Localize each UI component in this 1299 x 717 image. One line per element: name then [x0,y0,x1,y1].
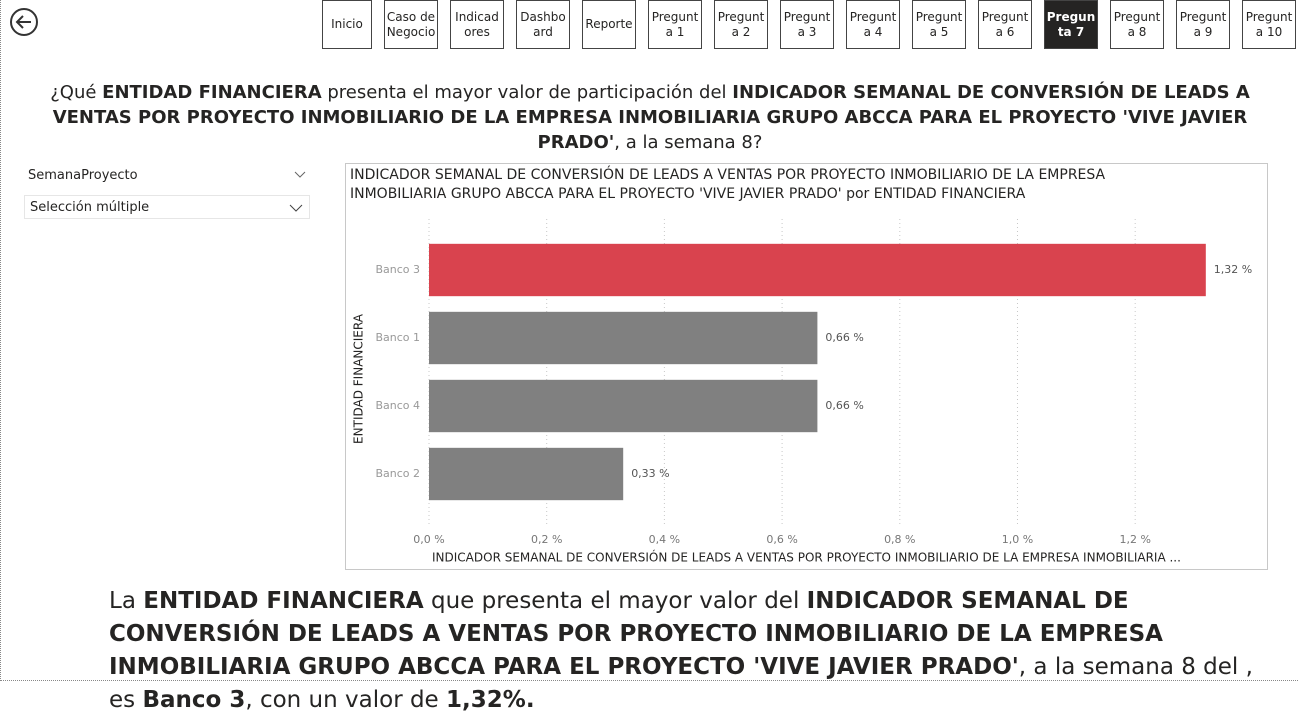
y-axis-title: ENTIDAD FINANCIERA [352,313,366,444]
data-label: 0,66 % [825,331,863,344]
slicer-dropdown[interactable]: Selección múltiple [24,195,310,219]
nav-button[interactable]: Reporte [582,0,636,49]
text-segment: presenta el mayor valor de participación… [321,82,733,103]
nav-button[interactable]: Pregunta 5 [912,0,966,49]
chart-title: INDICADOR SEMANAL DE CONVERSIÓN DE LEADS… [350,167,1106,202]
text-segment: INDICADOR SEMANAL DE CONVERSIÓN DE LEADS… [52,82,1250,153]
nav-button[interactable]: Pregunta 3 [780,0,834,49]
x-tick-label: 0,6 % [766,533,797,546]
nav-button[interactable]: Caso de Negocio [384,0,438,49]
nav-button[interactable]: Pregunta 7 [1044,0,1098,49]
slicer-collapse[interactable] [294,170,306,180]
nav-button[interactable]: Inicio [322,0,372,49]
nav-button[interactable]: Pregunta 8 [1110,0,1164,49]
x-tick-label: 0,4 % [649,533,680,546]
x-tick-label: 1,0 % [1002,533,1033,546]
answer: La ENTIDAD FINANCIERA que presenta el ma… [109,585,1269,717]
nav-button[interactable]: Pregunta 1 [648,0,702,49]
text-segment: 1,32%. [446,687,535,713]
nav-button[interactable]: Pregunta 6 [978,0,1032,49]
data-label: 0,33 % [631,467,669,480]
x-tick-label: 0,2 % [531,533,562,546]
bar [429,311,818,365]
x-tick-label: 0,8 % [884,533,915,546]
nav-button[interactable]: Dashboard [516,0,570,49]
slicer-title: SemanaProyecto [28,168,138,183]
slicer-value: Selección múltiple [30,200,150,215]
x-axis-title: INDICADOR SEMANAL DE CONVERSIÓN DE LEADS… [432,550,1181,565]
nav-button[interactable]: Pregunta 2 [714,0,768,49]
chart: 0,0 % 0,2 % 0,4 % 0,6 % 0,8 % 1,0 % 1,2 % INDIC… [352,219,1252,565]
text-segment: , a la semana 8? [614,132,763,153]
text-segment: ¿Qué [50,82,103,103]
back-button[interactable] [9,7,39,37]
nav-button[interactable]: Indicadores [450,0,504,49]
text-segment: ENTIDAD FINANCIERA [102,82,322,103]
text-segment: INDICADOR SEMANAL DE CONVERSIÓN DE LEADS… [109,588,1163,680]
text-segment: La [109,588,144,614]
y-tick-label: Banco 4 [375,399,420,412]
text-segment: Banco 3 [142,687,246,713]
question: ¿Qué ENTIDAD FINANCIERA presenta el mayo… [31,80,1269,155]
bar [429,243,1206,297]
text-segment: , con un valor de [245,687,447,713]
x-tick-label: 1,2 % [1119,533,1150,546]
data-label: 1,32 % [1214,263,1252,276]
bar [429,379,818,433]
y-tick-label: Banco 3 [375,263,420,276]
y-tick-label: Banco 1 [375,331,420,344]
chart-visual: 0,0 % 0,2 % 0,4 % 0,6 % 0,8 % 1,0 % 1,2 % INDIC… [345,163,1268,570]
nav-button[interactable]: Pregunta 4 [846,0,900,49]
bar [429,447,624,501]
x-tick-label: 0,0 % [413,533,444,546]
nav-button[interactable]: Pregunta 9 [1176,0,1230,49]
nav-button[interactable]: Pregunta 10 [1242,0,1296,49]
data-label: 0,66 % [825,399,863,412]
y-tick-label: Banco 2 [375,467,420,480]
dropdown-arrow [289,204,303,212]
text-segment: que presenta el mayor valor del [423,588,807,614]
text-segment: ENTIDAD FINANCIERA [143,588,424,614]
